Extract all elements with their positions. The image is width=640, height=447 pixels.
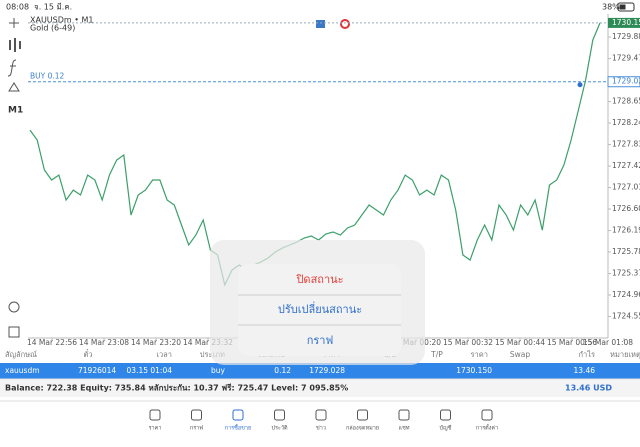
- nav-tab[interactable]: ข่าว: [316, 426, 326, 432]
- buy-price-box: [607, 76, 640, 88]
- nav-icon: [149, 409, 161, 421]
- y-tick-label: 1726.190: [612, 226, 640, 235]
- current-price-box: [608, 17, 640, 28]
- total-profit: 13.46 USD: [565, 384, 612, 393]
- column-header: กำไร: [578, 350, 595, 359]
- zoom-icon[interactable]: [8, 301, 20, 313]
- current-price-label: 1730.150: [612, 18, 640, 27]
- nav-tab[interactable]: แชท: [399, 425, 410, 432]
- cell: 13.46: [574, 366, 596, 375]
- nav-tab[interactable]: บัญชี: [440, 425, 452, 432]
- cell: buy: [211, 366, 226, 375]
- x-tick-label: 15 Mar 00:32: [443, 338, 493, 347]
- nav-tab[interactable]: การตั้งค่า: [476, 424, 498, 432]
- close-position[interactable]: ปิดสถานะ: [295, 273, 343, 286]
- nav-tab[interactable]: กล่องจดหมาย: [346, 426, 379, 432]
- chart-layer: 1729.880 1729.470 1728.650 1728.240 1727.830…: [27, 17, 640, 347]
- x-tick-label: 14 Mar 23:32: [183, 338, 233, 347]
- y-tick-label: 1725.780: [612, 247, 640, 256]
- indicator: Gold (6-49): [30, 24, 75, 33]
- y-tick-label: 1729.880: [612, 32, 640, 41]
- modify-position[interactable]: ปรับเปลี่ยนสถานะ: [278, 301, 362, 316]
- nav-icon: [357, 409, 368, 421]
- chart-option[interactable]: กราฟ: [307, 334, 334, 347]
- y-tick-label: 1724.550: [612, 312, 640, 321]
- indicator-icon[interactable]: [7, 59, 17, 77]
- buy-price-label: 1729.028: [612, 77, 640, 86]
- y-tick-label: 1727.420: [612, 161, 640, 170]
- nav-icon: [315, 409, 327, 421]
- entry-marker: [577, 82, 583, 88]
- x-tick-label: 15 Mar 00:44: [495, 338, 545, 347]
- cell: 0.12: [274, 366, 291, 375]
- y-tick-label: 1728.650: [612, 97, 640, 106]
- cell: 03.15 01:04: [127, 366, 173, 375]
- one-click-icon[interactable]: [316, 20, 325, 28]
- balance: Balance: 722.38 Equity: 735.84 หลักประกั…: [5, 383, 348, 393]
- nav-icon: [481, 409, 493, 421]
- objects-icon[interactable]: [8, 82, 20, 92]
- y-tick-label: 1725.370: [612, 269, 640, 278]
- status-date: จ. 15 มี.ค.: [34, 3, 72, 12]
- selected-row[interactable]: [0, 363, 640, 379]
- candles-icon[interactable]: [9, 38, 21, 52]
- popup: [210, 240, 425, 365]
- nav-tab[interactable]: ราคา: [149, 426, 162, 432]
- status-time: 08:08: [6, 3, 29, 12]
- column-header: T/P: [430, 350, 443, 359]
- column-header: ราคา: [471, 350, 488, 359]
- nav-tab[interactable]: กราฟ: [190, 425, 203, 432]
- cell: 1729.028: [309, 366, 345, 375]
- y-tick-label: 1724.960: [612, 290, 640, 299]
- battery-icon: [617, 2, 635, 12]
- trade-icon[interactable]: [340, 19, 350, 29]
- column-header: หมายเหตุ: [610, 350, 640, 359]
- y-tick-label: 1726.600: [612, 204, 640, 213]
- x-tick-label: 15 Mar 00:56: [547, 338, 597, 347]
- nav-icon: [398, 409, 410, 421]
- nav-icon: [274, 409, 285, 421]
- battery-level: [619, 4, 626, 10]
- y-tick-label: 1729.470: [612, 54, 640, 63]
- nav-tab[interactable]: ประวัติ: [271, 425, 287, 432]
- column-header: สัญลักษณ์: [5, 350, 37, 359]
- status-battery: 38%: [602, 3, 620, 12]
- popup-box: [238, 264, 401, 356]
- timeframe[interactable]: M1: [8, 106, 23, 116]
- cell: 1730.150: [456, 366, 492, 375]
- buy-label: BUY 0.12: [30, 72, 65, 81]
- nav-icon: [232, 409, 244, 421]
- cell: xauusdm: [5, 366, 40, 375]
- x-tick-label: 14 Mar 22:56: [27, 338, 77, 347]
- cell: 71926014: [78, 366, 116, 375]
- add-icon[interactable]: [8, 326, 20, 338]
- column-header: Swap: [510, 350, 530, 359]
- symbol: XAUUSDm • M1: [30, 16, 94, 25]
- y-tick-label: 1727.010: [612, 183, 640, 192]
- toolbar: [7, 18, 21, 338]
- y-tick-label: 1728.240: [612, 118, 640, 127]
- x-tick-label: 15 Mar 01:08: [583, 338, 633, 347]
- nav-icon: [191, 409, 202, 421]
- balance-bar: [0, 380, 640, 397]
- column-header: ตั๋ว: [83, 349, 92, 359]
- x-tick-label: 14 Mar 23:20: [131, 338, 181, 347]
- nav-icon: [440, 409, 451, 421]
- crosshair-icon[interactable]: [9, 18, 19, 28]
- y-tick-label: 1727.830: [612, 140, 640, 149]
- price-line: [29, 22, 601, 287]
- x-tick-label: 14 Mar 23:08: [79, 338, 129, 347]
- nav-tab[interactable]: การซื้อขาย: [225, 424, 251, 432]
- column-header: เวลา: [156, 350, 172, 359]
